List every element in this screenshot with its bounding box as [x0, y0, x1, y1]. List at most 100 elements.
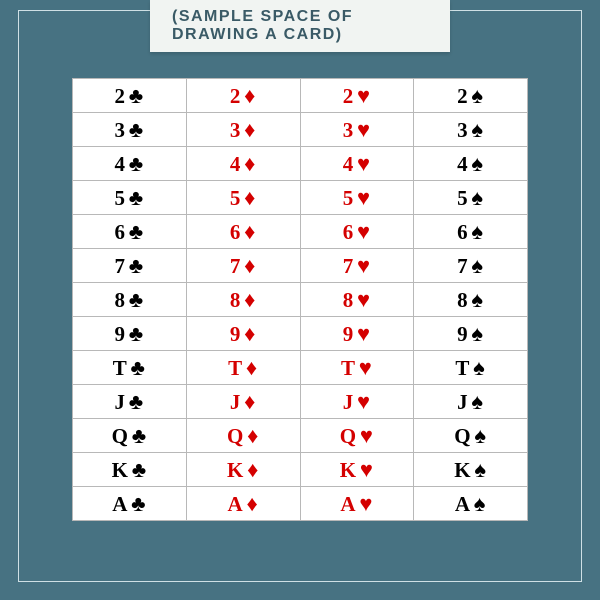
card-rank: 3 — [230, 118, 242, 142]
card-rank: 8 — [230, 288, 242, 312]
card-cell-A-clubs: A ♣ — [73, 487, 187, 521]
card-rank: 4 — [230, 152, 242, 176]
table-row: 8 ♣8 ♦8 ♥8 ♠ — [73, 283, 528, 317]
card-rank: J — [115, 390, 127, 414]
card-rank: 7 — [343, 254, 355, 278]
hearts-icon: ♥ — [359, 491, 373, 516]
card-rank: 5 — [115, 186, 127, 210]
card-rank: 6 — [115, 220, 127, 244]
hearts-icon: ♥ — [360, 423, 374, 448]
card-cell-K-diamonds: K ♦ — [186, 453, 300, 487]
table-row: 4 ♣4 ♦4 ♥4 ♠ — [73, 147, 528, 181]
card-rank: 6 — [343, 220, 355, 244]
card-rank: 8 — [115, 288, 127, 312]
card-rank: 2 — [343, 84, 355, 108]
card-cell-7-diamonds: 7 ♦ — [186, 249, 300, 283]
card-rank: J — [343, 390, 355, 414]
card-cell-6-hearts: 6 ♥ — [300, 215, 414, 249]
card-rank: 9 — [343, 322, 355, 346]
card-cell-A-spades: A ♠ — [414, 487, 528, 521]
card-rank: T — [228, 356, 243, 380]
card-cell-4-clubs: 4 ♣ — [73, 147, 187, 181]
diamonds-icon: ♦ — [247, 457, 259, 482]
card-cell-3-clubs: 3 ♣ — [73, 113, 187, 147]
spades-icon: ♠ — [471, 117, 484, 142]
card-rank: J — [230, 390, 242, 414]
card-rank: 7 — [115, 254, 127, 278]
card-cell-J-clubs: J ♣ — [73, 385, 187, 419]
hearts-icon: ♥ — [360, 457, 374, 482]
clubs-icon: ♣ — [129, 321, 144, 346]
spades-icon: ♠ — [471, 321, 484, 346]
card-table-body: 2 ♣2 ♦2 ♥2 ♠3 ♣3 ♦3 ♥3 ♠4 ♣4 ♦4 ♥4 ♠5 ♣5… — [73, 79, 528, 521]
card-cell-4-spades: 4 ♠ — [414, 147, 528, 181]
clubs-icon: ♣ — [129, 389, 144, 414]
card-cell-2-hearts: 2 ♥ — [300, 79, 414, 113]
page-title: (SAMPLE SPACE OF DRAWING A CARD) — [172, 8, 353, 43]
clubs-icon: ♣ — [129, 219, 144, 244]
card-rank: Q — [340, 424, 357, 448]
card-cell-2-spades: 2 ♠ — [414, 79, 528, 113]
card-rank: 9 — [115, 322, 127, 346]
spades-icon: ♠ — [474, 423, 487, 448]
card-rank: 6 — [230, 220, 242, 244]
diamonds-icon: ♦ — [246, 355, 258, 380]
card-rank: K — [454, 458, 471, 482]
table-row: 3 ♣3 ♦3 ♥3 ♠ — [73, 113, 528, 147]
card-cell-2-diamonds: 2 ♦ — [186, 79, 300, 113]
spades-icon: ♠ — [471, 253, 484, 278]
card-cell-6-diamonds: 6 ♦ — [186, 215, 300, 249]
card-cell-6-clubs: 6 ♣ — [73, 215, 187, 249]
card-cell-T-hearts: T ♥ — [300, 351, 414, 385]
card-rank: 5 — [457, 186, 469, 210]
card-rank: 7 — [230, 254, 242, 278]
spades-icon: ♠ — [471, 83, 484, 108]
diamonds-icon: ♦ — [244, 117, 256, 142]
card-rank: K — [340, 458, 357, 482]
hearts-icon: ♥ — [357, 117, 371, 142]
clubs-icon: ♣ — [129, 253, 144, 278]
table-row: Q ♣Q ♦Q ♥Q ♠ — [73, 419, 528, 453]
card-rank: 9 — [230, 322, 242, 346]
card-cell-8-spades: 8 ♠ — [414, 283, 528, 317]
card-cell-5-clubs: 5 ♣ — [73, 181, 187, 215]
card-rank: 3 — [115, 118, 127, 142]
card-rank: T — [455, 356, 470, 380]
table-row: 7 ♣7 ♦7 ♥7 ♠ — [73, 249, 528, 283]
clubs-icon: ♣ — [131, 355, 146, 380]
diamonds-icon: ♦ — [244, 389, 256, 414]
diamonds-icon: ♦ — [244, 219, 256, 244]
card-rank: 2 — [115, 84, 127, 108]
table-row: 9 ♣9 ♦9 ♥9 ♠ — [73, 317, 528, 351]
spades-icon: ♠ — [471, 219, 484, 244]
card-rank: K — [227, 458, 244, 482]
card-rank: Q — [454, 424, 471, 448]
card-cell-J-spades: J ♠ — [414, 385, 528, 419]
card-rank: A — [340, 492, 356, 516]
card-rank: Q — [112, 424, 129, 448]
card-cell-T-clubs: T ♣ — [73, 351, 187, 385]
table-row: 2 ♣2 ♦2 ♥2 ♠ — [73, 79, 528, 113]
card-rank: A — [228, 492, 244, 516]
card-rank: 5 — [230, 186, 242, 210]
diamonds-icon: ♦ — [244, 287, 256, 312]
diamonds-icon: ♦ — [244, 83, 256, 108]
spades-icon: ♠ — [471, 185, 484, 210]
card-rank: 4 — [115, 152, 127, 176]
card-cell-9-spades: 9 ♠ — [414, 317, 528, 351]
diamonds-icon: ♦ — [244, 151, 256, 176]
card-cell-9-diamonds: 9 ♦ — [186, 317, 300, 351]
card-rank: J — [457, 390, 469, 414]
diamonds-icon: ♦ — [244, 253, 256, 278]
table-row: 6 ♣6 ♦6 ♥6 ♠ — [73, 215, 528, 249]
spades-icon: ♠ — [473, 355, 486, 380]
card-cell-K-spades: K ♠ — [414, 453, 528, 487]
clubs-icon: ♣ — [129, 83, 144, 108]
card-rank: Q — [227, 424, 244, 448]
hearts-icon: ♥ — [357, 253, 371, 278]
table-row: T ♣ T ♦ T ♥ T ♠ — [73, 351, 528, 385]
table-row: K ♣K ♦K ♥K ♠ — [73, 453, 528, 487]
spades-icon: ♠ — [471, 151, 484, 176]
spades-icon: ♠ — [474, 457, 487, 482]
card-sample-space-table: 2 ♣2 ♦2 ♥2 ♠3 ♣3 ♦3 ♥3 ♠4 ♣4 ♦4 ♥4 ♠5 ♣5… — [72, 78, 528, 521]
